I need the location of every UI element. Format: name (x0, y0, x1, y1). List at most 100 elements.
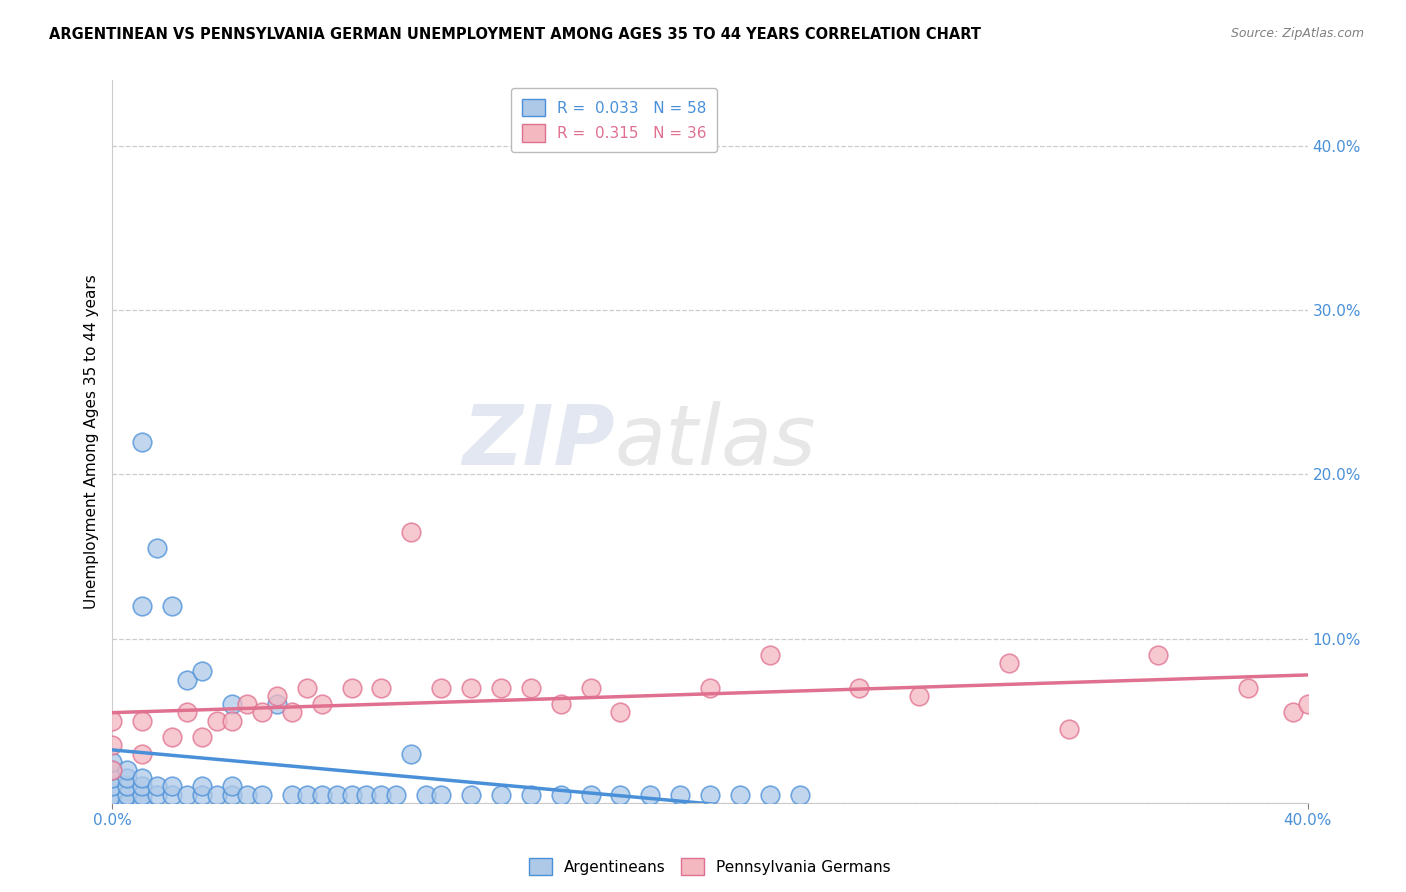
Point (460, 788, 482, 802)
Point (311, 698, 333, 712)
Point (789, 788, 811, 802)
Point (236, 788, 259, 802)
Point (176, 673, 198, 687)
Point (415, 788, 437, 802)
Point (191, 665, 214, 679)
Point (489, 681, 512, 695)
Point (908, 689, 931, 703)
Point (191, 730, 214, 744)
Point (101, 763, 124, 777)
Point (520, 681, 543, 695)
Point (1281, 706, 1303, 720)
Point (162, 599, 183, 613)
Point (101, 771, 124, 785)
Point (281, 706, 304, 720)
Point (669, 788, 692, 802)
Point (385, 788, 408, 802)
Point (146, 541, 169, 556)
Y-axis label: Unemployment Among Ages 35 to 44 years: Unemployment Among Ages 35 to 44 years (83, 274, 98, 609)
Point (221, 788, 243, 802)
Point (176, 788, 198, 802)
Point (221, 698, 243, 712)
Point (131, 434, 153, 449)
Point (250, 788, 273, 802)
Point (101, 796, 124, 810)
Point (340, 681, 363, 695)
Point (101, 763, 124, 777)
Point (340, 788, 363, 802)
Point (609, 788, 631, 802)
Point (759, 648, 782, 662)
Point (489, 788, 512, 802)
Point (117, 788, 139, 802)
Point (579, 788, 602, 802)
Point (205, 788, 228, 802)
Point (101, 739, 124, 753)
Point (325, 788, 347, 802)
Point (579, 681, 602, 695)
Point (311, 788, 333, 802)
Point (117, 796, 139, 810)
Point (162, 730, 183, 744)
Point (221, 714, 243, 728)
Point (162, 788, 183, 802)
Point (117, 771, 139, 785)
Text: atlas: atlas (614, 401, 815, 482)
Point (848, 681, 870, 695)
Point (759, 788, 782, 802)
Point (162, 780, 183, 794)
Point (699, 788, 721, 802)
Point (370, 681, 392, 695)
Point (266, 698, 288, 712)
Point (401, 747, 423, 761)
Point (699, 681, 721, 695)
Point (460, 681, 482, 695)
Point (520, 788, 543, 802)
Point (221, 780, 243, 794)
Point (131, 780, 153, 794)
Point (295, 681, 318, 695)
Point (191, 780, 214, 794)
Point (205, 714, 228, 728)
Point (1296, 698, 1319, 712)
Text: Source: ZipAtlas.com: Source: ZipAtlas.com (1230, 27, 1364, 40)
Text: ZIP: ZIP (461, 401, 614, 482)
Point (728, 788, 751, 802)
Point (131, 771, 153, 785)
Point (101, 788, 124, 802)
Point (131, 599, 153, 613)
Point (176, 706, 198, 720)
Point (609, 706, 631, 720)
Point (131, 747, 153, 761)
Point (131, 788, 153, 802)
Legend: Argentineans, Pennsylvania Germans: Argentineans, Pennsylvania Germans (522, 850, 898, 883)
Point (1147, 648, 1170, 662)
Point (370, 788, 392, 802)
Point (401, 524, 423, 539)
Point (131, 796, 153, 810)
Point (101, 780, 124, 794)
Point (131, 714, 153, 728)
Point (266, 689, 288, 703)
Point (295, 788, 318, 802)
Point (550, 698, 572, 712)
Point (1057, 722, 1080, 736)
Point (550, 788, 572, 802)
Point (101, 714, 124, 728)
Point (146, 780, 169, 794)
Point (640, 788, 662, 802)
Point (101, 755, 124, 769)
Point (998, 657, 1021, 671)
Point (430, 681, 453, 695)
Point (1237, 681, 1260, 695)
Point (250, 706, 273, 720)
Point (146, 788, 169, 802)
Point (430, 788, 453, 802)
Point (117, 763, 139, 777)
Point (191, 788, 214, 802)
Text: ARGENTINEAN VS PENNSYLVANIA GERMAN UNEMPLOYMENT AMONG AGES 35 TO 44 YEARS CORREL: ARGENTINEAN VS PENNSYLVANIA GERMAN UNEMP… (49, 27, 981, 42)
Point (356, 788, 378, 802)
Point (236, 698, 259, 712)
Point (281, 788, 304, 802)
Point (117, 780, 139, 794)
